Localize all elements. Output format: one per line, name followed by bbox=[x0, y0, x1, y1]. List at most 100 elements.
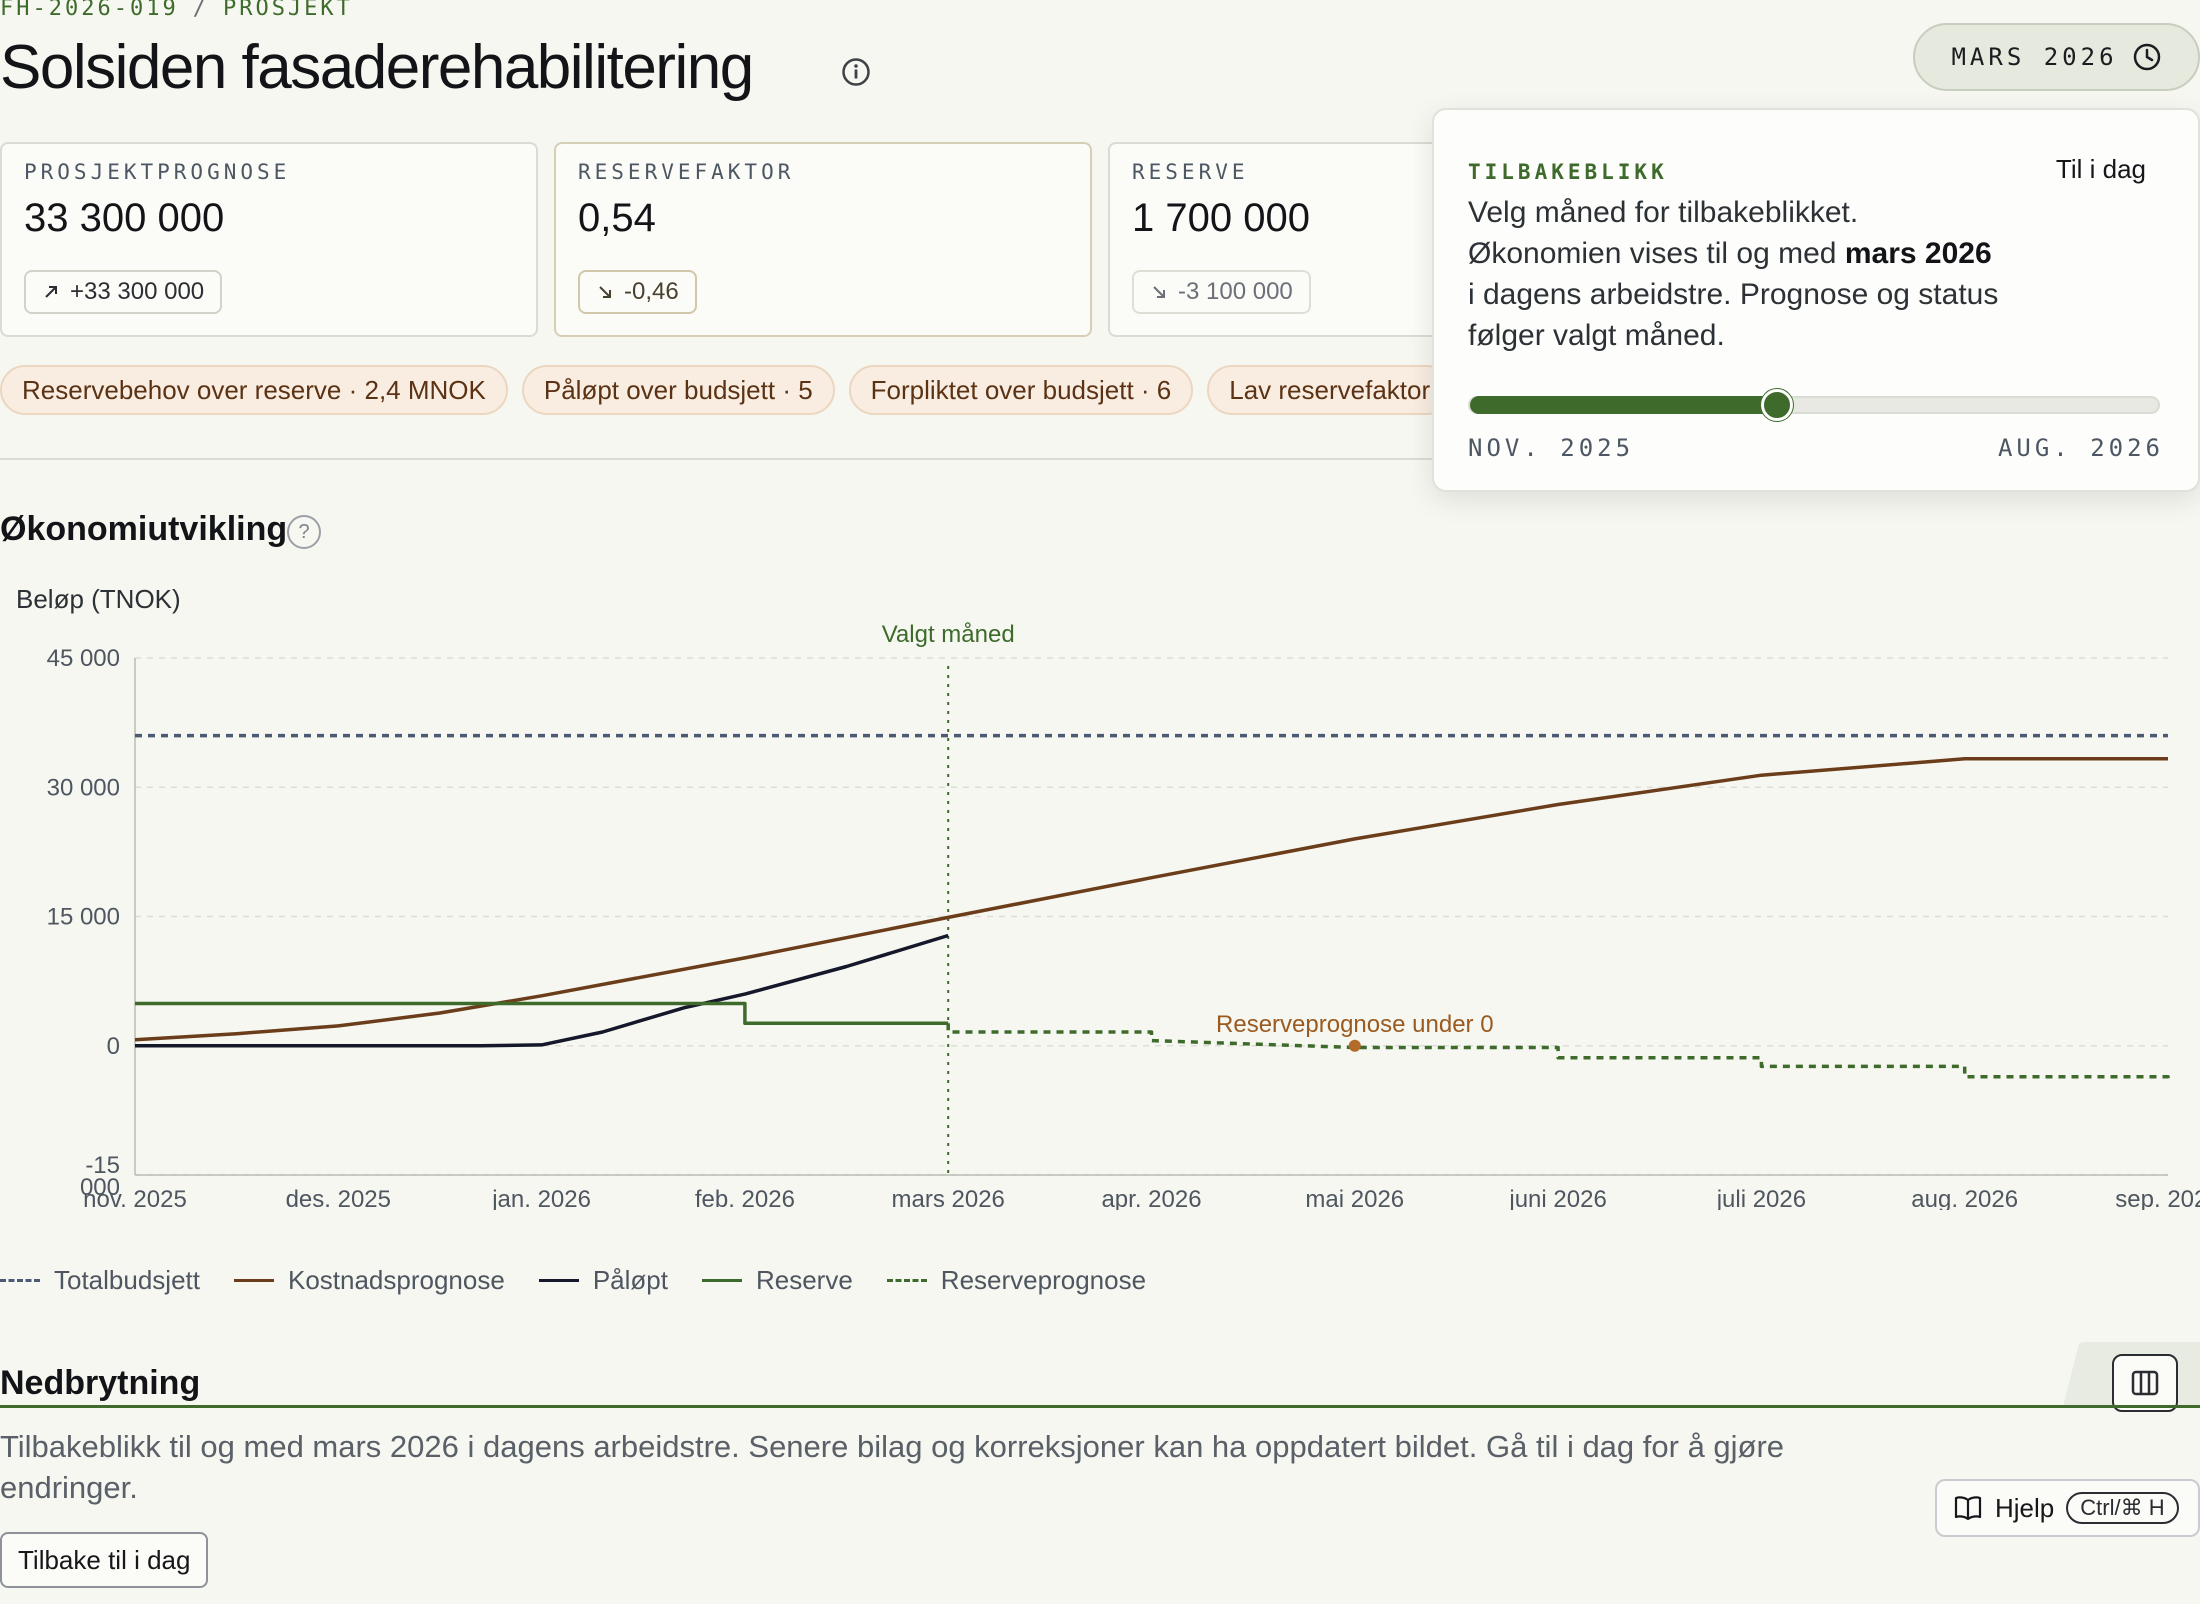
kpi-delta-value: -3 100 000 bbox=[1178, 278, 1293, 305]
y-tick-label: 15 000 bbox=[47, 904, 120, 931]
section-title: Økonomiutvikling bbox=[0, 510, 288, 548]
breakdown-title: Nedbrytning bbox=[0, 1364, 201, 1402]
arrow-down-right-icon bbox=[1153, 286, 1165, 298]
kpi-label: RESERVEFAKTOR bbox=[578, 160, 795, 184]
slider-min-label: NOV. 2025 bbox=[1468, 434, 1635, 462]
slider-fill bbox=[1470, 396, 1778, 414]
kpi-delta-value: +33 300 000 bbox=[70, 278, 205, 305]
month-selector-button[interactable]: MARS 2026 bbox=[1913, 23, 2200, 91]
divider bbox=[0, 458, 1440, 460]
help-icon[interactable]: ? bbox=[287, 515, 321, 549]
x-tick-label: feb. 2026 bbox=[695, 1186, 795, 1210]
series-reserveprognose-line bbox=[946, 1023, 2170, 1084]
help-button[interactable]: Hjelp Ctrl/⌘ H bbox=[1935, 1479, 2200, 1537]
kpi-value: 33 300 000 bbox=[24, 196, 225, 240]
y-axis-label: Beløp (TNOK) bbox=[16, 584, 181, 614]
legend-swatch bbox=[886, 1279, 927, 1282]
warning-chip[interactable]: Lav reservefaktor bbox=[1207, 365, 1440, 415]
breadcrumb-project-code[interactable]: FH-2026-019 bbox=[0, 0, 179, 21]
breadcrumb-separator: / bbox=[192, 0, 209, 21]
warning-chip[interactable]: Forpliktet over budsjett · 6 bbox=[848, 365, 1194, 415]
kpi-card-reservefaktor: RESERVEFAKTOR 0,54 -0,46 bbox=[554, 142, 1092, 337]
kpi-label: PROSJEKTPROGNOSE bbox=[24, 160, 291, 184]
columns-toggle-button[interactable] bbox=[2112, 1354, 2178, 1412]
legend-item[interactable]: Kostnadsprognose bbox=[233, 1265, 505, 1296]
selected-month-label: Valgt måned bbox=[882, 621, 1015, 648]
columns-icon bbox=[2131, 1370, 2159, 1396]
economy-chart: Beløp (TNOK) 45 000 30 000 15 000 0 -15000nov… bbox=[16, 584, 2200, 1210]
kpi-card-prosjektprognose: PROSJEKTPROGNOSE 33 300 000 +33 300 000 bbox=[0, 142, 538, 337]
legend-swatch bbox=[701, 1279, 742, 1282]
warning-chips: Reservebehov over reserve · 2,4 MNOK Pål… bbox=[0, 365, 1440, 417]
popover-line: følger valgt måned. bbox=[1468, 319, 1725, 352]
kpi-delta-badge: -0,46 bbox=[578, 270, 697, 314]
popover-kicker: TILBAKEBLIKK bbox=[1468, 160, 1668, 184]
arrow-up-right-icon bbox=[45, 286, 57, 298]
clock-icon bbox=[2133, 43, 2160, 71]
popover-line-prefix: Økonomien vises til og med bbox=[1468, 237, 1845, 270]
page-title: Solsiden fasaderehabilitering bbox=[0, 33, 754, 102]
slider-max-label: AUG. 2026 bbox=[1997, 434, 2164, 462]
legend-swatch bbox=[0, 1279, 40, 1282]
chart-legend: Totalbudsjett Kostnadsprognose Påløpt Reser… bbox=[0, 1265, 1146, 1296]
x-tick-label: aug. 2026 bbox=[1911, 1186, 2018, 1210]
legend-label: Påløpt bbox=[592, 1265, 668, 1295]
retrospective-popover: TILBAKEBLIKK Til i dag Velg måned for ti… bbox=[1432, 108, 2200, 492]
y-tick-label: 45 000 bbox=[47, 645, 120, 672]
legend-label: Totalbudsjett bbox=[54, 1265, 200, 1295]
popover-line: Velg måned for tilbakeblikket. bbox=[1468, 196, 1859, 229]
x-tick-label: juni 2026 bbox=[1508, 1186, 1606, 1210]
kpi-delta-badge: +33 300 000 bbox=[24, 270, 223, 314]
series-reserve-line bbox=[135, 1001, 949, 1026]
kpi-delta-value: -0,46 bbox=[624, 278, 679, 305]
legend-label: Kostnadsprognose bbox=[287, 1265, 505, 1295]
warning-chip[interactable]: Reservebehov over reserve · 2,4 MNOK bbox=[0, 365, 508, 415]
y-tick-label: 30 000 bbox=[47, 774, 120, 801]
legend-item[interactable]: Reserveprognose bbox=[886, 1265, 1147, 1296]
breakdown-divider bbox=[0, 1405, 2200, 1408]
legend-label: Reserve bbox=[755, 1265, 853, 1295]
y-tick-label: -15 bbox=[85, 1152, 120, 1179]
back-to-today-button[interactable]: Tilbake til i dag bbox=[0, 1532, 209, 1588]
y-tick-label: 0 bbox=[107, 1033, 120, 1060]
series-p-l-pt-line bbox=[135, 933, 949, 1048]
arrow-down-right-icon bbox=[599, 286, 611, 298]
x-tick-label: juli 2026 bbox=[1716, 1186, 1806, 1210]
breakdown-description: Tilbakeblikk til og med mars 2026 i dage… bbox=[0, 1429, 1785, 1505]
legend-item[interactable]: Reserve bbox=[701, 1265, 853, 1296]
legend-swatch bbox=[233, 1279, 274, 1282]
slider-thumb[interactable] bbox=[1761, 389, 1794, 421]
x-tick-label: jan. 2026 bbox=[491, 1186, 591, 1210]
popover-text: Velg måned for tilbakeblikket. Økonomien… bbox=[1468, 192, 2108, 356]
legend-item[interactable]: Påløpt bbox=[538, 1265, 668, 1296]
x-tick-label: apr. 2026 bbox=[1101, 1186, 1201, 1210]
series-kostnadsprognose-line bbox=[134, 757, 2168, 1042]
help-button-label: Hjelp bbox=[1995, 1492, 2055, 1523]
legend-swatch bbox=[538, 1279, 579, 1282]
info-icon[interactable] bbox=[841, 57, 871, 87]
popover-line: i dagens arbeidstre. Prognose og status bbox=[1468, 278, 1999, 311]
month-slider[interactable] bbox=[1468, 389, 2160, 421]
kpi-label: RESERVE bbox=[1132, 160, 1249, 184]
annotation-marker bbox=[1348, 1039, 1361, 1052]
month-selector-label: MARS 2026 bbox=[1951, 43, 2118, 71]
keyboard-shortcut: Ctrl/⌘ H bbox=[2066, 1492, 2179, 1524]
breadcrumb: FH-2026-019 / PROSJEKT bbox=[0, 0, 353, 21]
x-tick-label: sep. 2026 bbox=[2115, 1186, 2200, 1210]
warning-chip[interactable]: Påløpt over budsjett · 5 bbox=[521, 365, 835, 415]
y-tick-label: 000 bbox=[80, 1174, 120, 1201]
x-tick-label: mars 2026 bbox=[892, 1186, 1005, 1210]
popover-line: Økonomien vises til og med mars 2026 bbox=[1468, 233, 2108, 274]
kpi-delta-badge: -3 100 000 bbox=[1132, 270, 1311, 314]
legend-label: Reserveprognose bbox=[940, 1265, 1147, 1295]
x-tick-label: nov. 2025 bbox=[83, 1186, 187, 1210]
book-icon bbox=[1954, 1496, 1982, 1521]
kpi-value: 1 700 000 bbox=[1132, 196, 1310, 240]
today-link[interactable]: Til i dag bbox=[2055, 154, 2146, 184]
annotation-label: Reserveprognose under 0 bbox=[1216, 1011, 1494, 1038]
x-tick-label: mai 2026 bbox=[1305, 1186, 1404, 1210]
breadcrumb-label[interactable]: PROSJEKT bbox=[222, 0, 353, 21]
popover-selected-month: mars 2026 bbox=[1844, 237, 1992, 270]
legend-item[interactable]: Totalbudsjett bbox=[0, 1265, 200, 1296]
kpi-value: 0,54 bbox=[578, 196, 656, 240]
